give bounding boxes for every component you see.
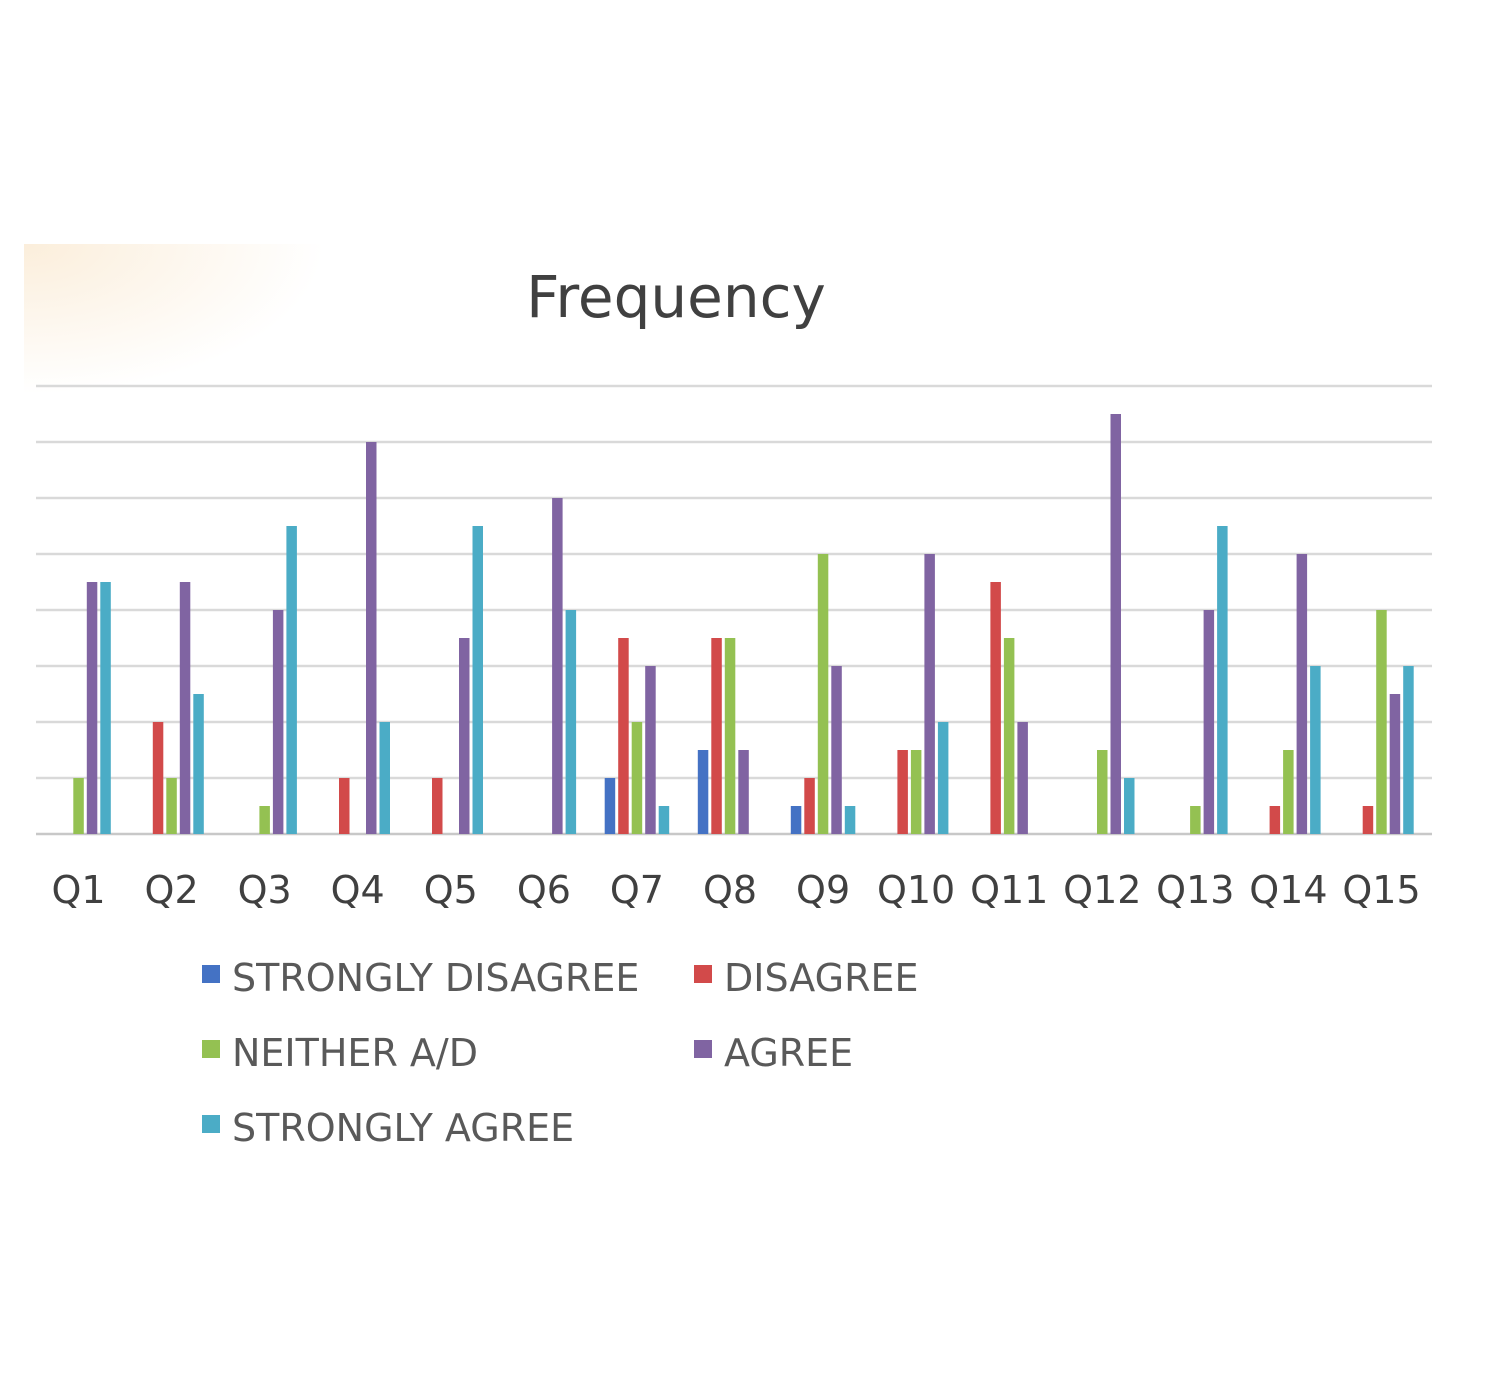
x-tick-label: Q15 (1342, 868, 1420, 912)
x-tick-label: Q4 (331, 868, 385, 912)
bar (459, 638, 470, 834)
legend-swatch (202, 1115, 220, 1133)
x-tick-label: Q13 (1156, 868, 1234, 912)
legend-label: DISAGREE (724, 956, 919, 1000)
bar (86, 582, 98, 834)
bar (711, 638, 722, 834)
bar (910, 750, 922, 834)
bar (1389, 694, 1401, 834)
legend: STRONGLY DISAGREE DISAGREE NEITHER A/D AGRE… (202, 956, 919, 1150)
bar (658, 806, 670, 834)
bar (618, 638, 629, 834)
x-tick-label: Q2 (145, 868, 199, 912)
x-tick-label: Q5 (424, 868, 478, 912)
bar (379, 722, 390, 834)
bar (817, 554, 829, 834)
legend-swatch (694, 1040, 712, 1058)
x-tick-label: Q8 (703, 868, 757, 912)
bar (1217, 526, 1228, 834)
x-tick-label: Q11 (970, 868, 1048, 912)
legend-label: AGREE (724, 1031, 853, 1075)
chart-title: Frequency (526, 263, 826, 331)
bar (259, 806, 270, 834)
bar (1376, 610, 1387, 834)
x-tick-label: Q14 (1249, 868, 1327, 912)
bar (286, 526, 297, 834)
bar (1203, 610, 1215, 834)
bar (897, 750, 908, 834)
bar (844, 806, 856, 834)
bar (937, 722, 949, 834)
bar (738, 750, 749, 834)
bar (1403, 666, 1414, 834)
bar (724, 638, 736, 834)
bar (790, 806, 802, 834)
bar (990, 582, 1001, 834)
bar (179, 582, 191, 834)
bar (1017, 722, 1028, 834)
x-tick-label: Q3 (238, 868, 292, 912)
legend-label: STRONGLY AGREE (232, 1106, 574, 1150)
bar (100, 582, 111, 834)
bar (1283, 750, 1294, 834)
bar (152, 722, 164, 834)
bars (73, 414, 1414, 834)
bar (697, 750, 709, 834)
bar (166, 778, 177, 834)
bar (604, 778, 616, 834)
x-tick-labels: Q1 Q2 Q3 Q4 Q5 Q6 Q7 Q8 Q9 Q10 Q11 Q12 Q13 Q14 Q15 (51, 868, 1420, 912)
bar (472, 526, 483, 834)
bar (924, 554, 935, 834)
bar (339, 778, 350, 834)
legend-swatch (694, 965, 712, 983)
x-tick-label: Q7 (610, 868, 664, 912)
bar (1296, 554, 1308, 834)
x-tick-label: Q12 (1063, 868, 1141, 912)
bar (1362, 806, 1374, 834)
x-tick-label: Q6 (517, 868, 571, 912)
legend-label: STRONGLY DISAGREE (232, 956, 639, 1000)
bar (831, 666, 842, 834)
bar (73, 778, 84, 834)
bar (1097, 750, 1108, 834)
bar (193, 694, 204, 834)
bar (366, 442, 377, 834)
bar (565, 610, 577, 834)
bar (1124, 778, 1135, 834)
bar (272, 610, 284, 834)
legend-swatch (202, 1040, 220, 1058)
bar (631, 722, 643, 834)
bar (804, 778, 815, 834)
bar (1190, 806, 1201, 834)
x-tick-label: Q9 (796, 868, 850, 912)
bar (552, 498, 563, 834)
bar (1269, 806, 1281, 834)
bar (1110, 414, 1121, 834)
x-tick-label: Q10 (877, 868, 955, 912)
bar (1003, 638, 1015, 834)
legend-swatch (202, 965, 220, 983)
bar (1310, 666, 1321, 834)
legend-label: NEITHER A/D (232, 1031, 478, 1075)
bar (432, 778, 443, 834)
bar (645, 666, 656, 834)
x-tick-label: Q1 (51, 868, 105, 912)
